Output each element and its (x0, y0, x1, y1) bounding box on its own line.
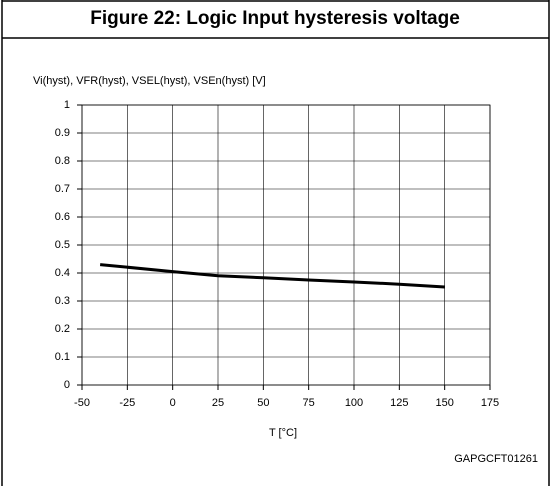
x-tick-label: -50 (74, 397, 90, 409)
y-tick-label: 0.4 (55, 267, 70, 279)
x-tick-label: 0 (170, 397, 176, 409)
data-line (99, 263, 445, 289)
y-tick-label: 0.8 (55, 155, 70, 167)
y-tick-label: 0.3 (55, 295, 70, 307)
x-tick-label: 100 (345, 397, 363, 409)
x-tick-label: 150 (435, 397, 453, 409)
x-tick-label: 75 (303, 397, 315, 409)
y-tick-label: 0 (64, 379, 70, 391)
x-tick-label: 125 (390, 397, 408, 409)
x-axis-label: T [°C] (269, 427, 297, 439)
x-tick-label: 25 (212, 397, 224, 409)
y-tick-label: 0.1 (55, 351, 70, 363)
y-tick-label: 0.7 (55, 183, 70, 195)
y-tick-label: 0.6 (55, 211, 70, 223)
y-tick-label: 1 (64, 99, 70, 111)
y-tick-label: 0.2 (55, 323, 70, 335)
y-tick-label: 0.9 (55, 127, 70, 139)
x-tick-label: 175 (481, 397, 499, 409)
chart-title: Figure 22: Logic Input hysteresis voltag… (90, 8, 460, 29)
x-tick-label: -25 (119, 397, 135, 409)
figure-code: GAPGCFT01261 (454, 453, 538, 465)
x-tick-label: 50 (257, 397, 269, 409)
y-axis-label: Vi(hyst), VFR(hyst), VSEL(hyst), VSEn(hy… (33, 75, 266, 87)
y-tick-label: 0.5 (55, 239, 70, 251)
